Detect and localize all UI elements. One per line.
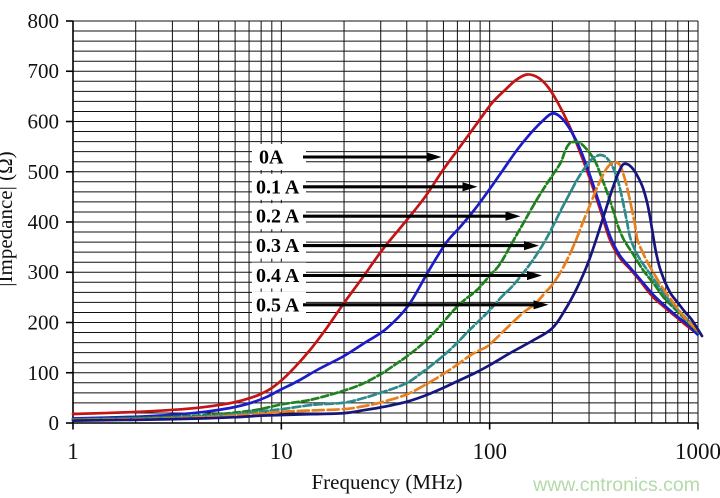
svg-text:400: 400 (28, 210, 60, 234)
svg-text:0.3 A: 0.3 A (256, 235, 300, 257)
svg-text:0: 0 (49, 411, 60, 435)
svg-text:0.5 A: 0.5 A (256, 294, 300, 316)
svg-text:1: 1 (67, 439, 79, 464)
svg-text:0.2 A: 0.2 A (256, 206, 300, 228)
svg-text:200: 200 (28, 311, 60, 335)
svg-text:Frequency (MHz): Frequency (MHz) (311, 470, 462, 494)
svg-text:600: 600 (28, 110, 60, 134)
svg-text:500: 500 (28, 160, 60, 184)
svg-text:800: 800 (28, 9, 60, 33)
svg-text:www.cntronics.com: www.cntronics.com (532, 474, 700, 496)
svg-text:300: 300 (28, 260, 60, 284)
svg-text:100: 100 (28, 361, 60, 385)
svg-text:0A: 0A (259, 147, 284, 169)
svg-text:10: 10 (270, 439, 293, 464)
svg-text:100: 100 (472, 439, 507, 464)
svg-text:1000: 1000 (675, 439, 720, 464)
svg-text:700: 700 (28, 59, 60, 83)
svg-text:0.4 A: 0.4 A (256, 265, 300, 287)
svg-text:|Impedance| (Ω): |Impedance| (Ω) (0, 151, 17, 286)
svg-text:0.1 A: 0.1 A (256, 176, 300, 198)
